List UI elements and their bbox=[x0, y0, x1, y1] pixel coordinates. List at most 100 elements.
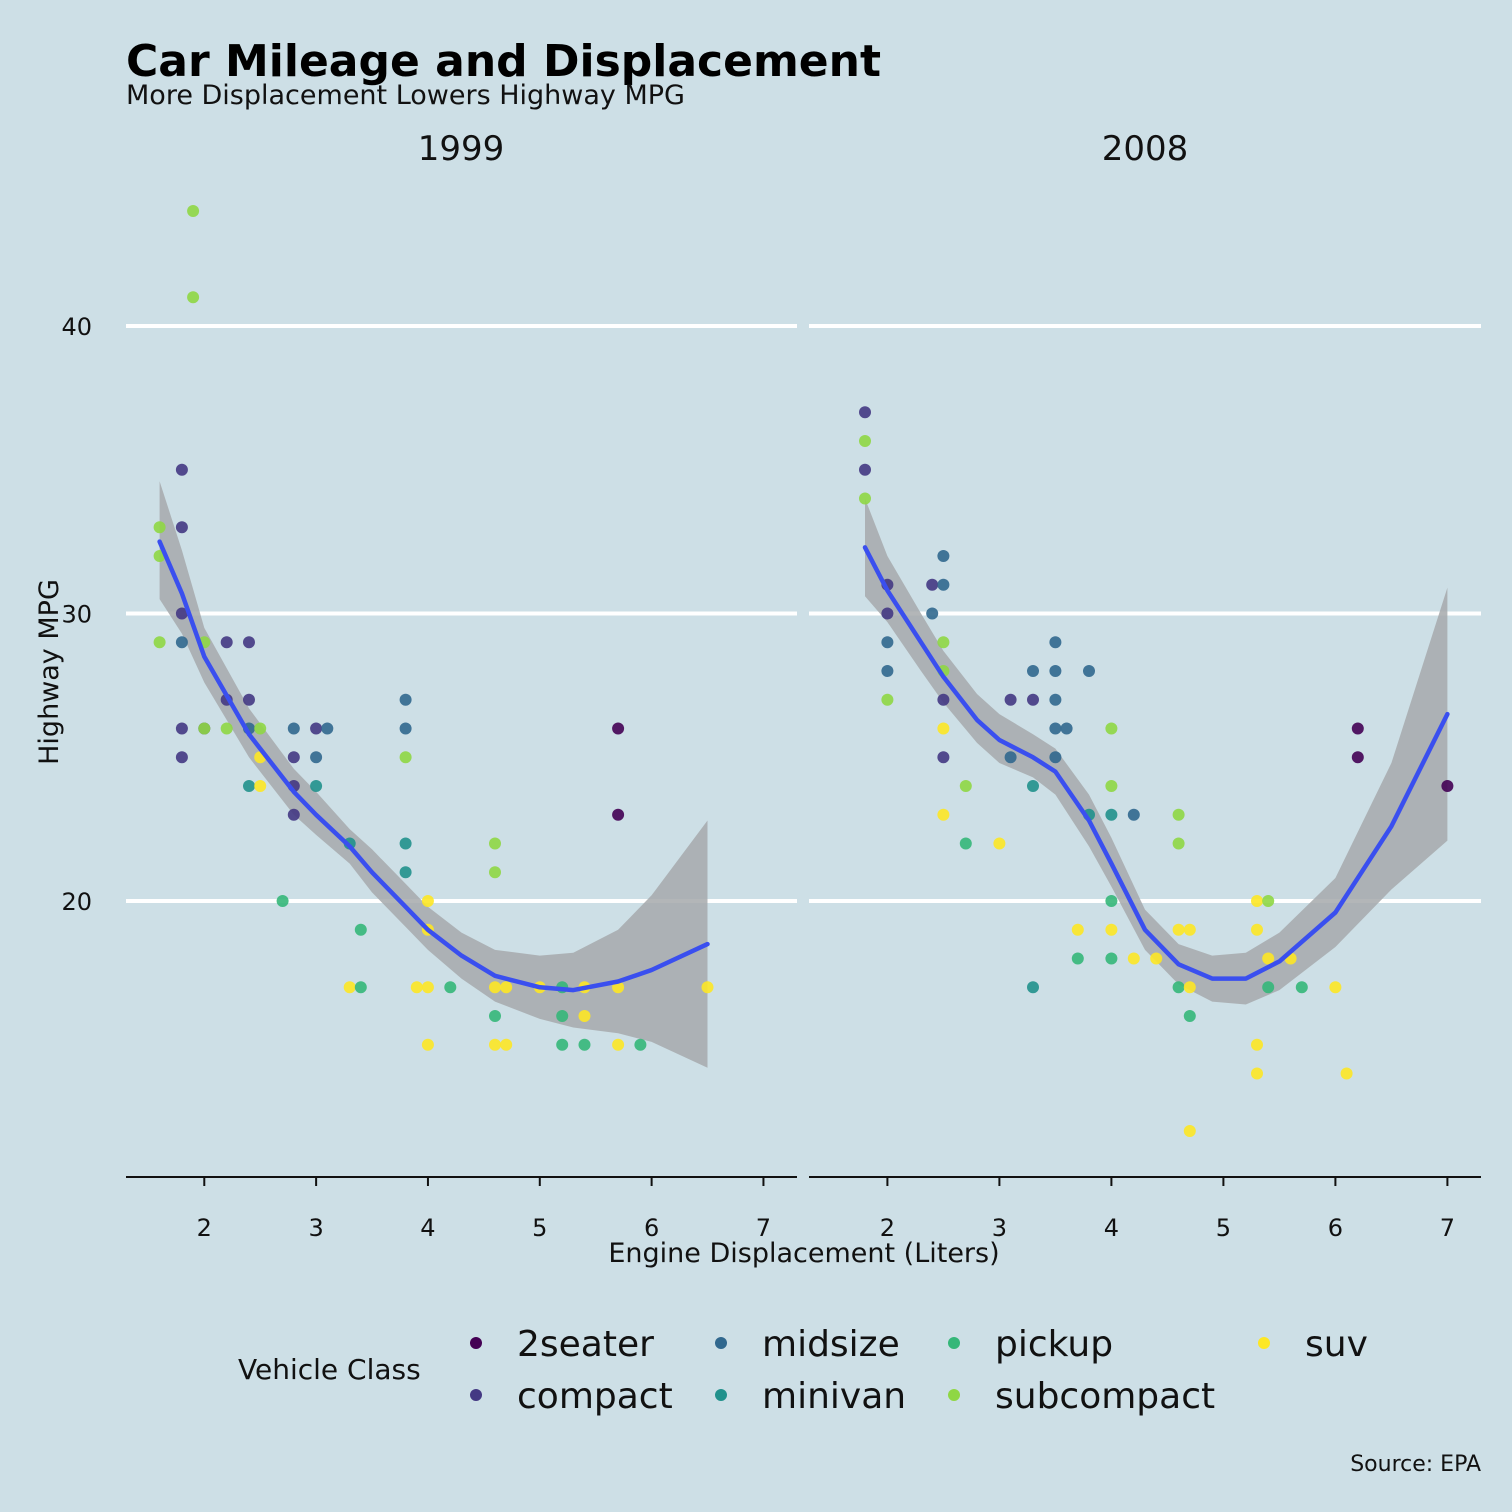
data-point-suv bbox=[937, 722, 950, 735]
data-point-suv bbox=[578, 1010, 591, 1022]
data-point-pickup bbox=[578, 1038, 591, 1051]
data-point-suv bbox=[993, 837, 1006, 850]
data-point-minivan bbox=[1027, 780, 1039, 792]
legend-swatch-minivan bbox=[715, 1389, 727, 1401]
data-point-subcompact bbox=[859, 492, 871, 505]
smooth-line-2008 bbox=[862, 545, 1450, 981]
data-point-subcompact bbox=[153, 636, 166, 649]
x-tick-label: 7 bbox=[756, 1214, 771, 1242]
data-point-midsize bbox=[881, 636, 894, 649]
data-point-suv bbox=[1183, 981, 1196, 994]
data-point-subcompact bbox=[1105, 722, 1118, 735]
data-point-midsize bbox=[937, 578, 950, 591]
chart-subtitle: More Displacement Lowers Highway MPG bbox=[126, 80, 685, 111]
x-tick-label: 4 bbox=[420, 1214, 435, 1242]
data-point-suv bbox=[254, 780, 267, 792]
data-point-pickup bbox=[1262, 981, 1275, 994]
data-point-suv bbox=[1150, 952, 1163, 965]
x-tick-label: 3 bbox=[308, 1214, 323, 1242]
data-point-suv bbox=[612, 1038, 625, 1051]
data-point-subcompact bbox=[959, 780, 972, 792]
data-point-midsize bbox=[1049, 693, 1062, 706]
data-point-midsize bbox=[321, 722, 334, 735]
data-point-midsize bbox=[175, 636, 188, 649]
data-point-compact bbox=[859, 463, 871, 476]
legend-swatch-subcompact bbox=[948, 1389, 960, 1401]
data-point-minivan bbox=[1105, 808, 1118, 821]
data-point-pickup bbox=[1071, 952, 1084, 965]
legend-label-compact: compact bbox=[517, 1376, 673, 1417]
data-point-midsize bbox=[1083, 665, 1095, 677]
data-point-midsize bbox=[1049, 722, 1062, 735]
data-point-compact bbox=[859, 406, 871, 419]
x-axis-2008: 2 3 4 5 6 7 bbox=[809, 1176, 1481, 1242]
x-tick-label: 5 bbox=[532, 1214, 547, 1242]
x-tick-label: 2 bbox=[197, 1214, 212, 1242]
x-axis-label: Engine Displacement (Liters) bbox=[608, 1238, 999, 1269]
data-point-suv bbox=[410, 981, 423, 994]
data-point-subcompact bbox=[1172, 837, 1185, 850]
data-point-subcompact bbox=[1105, 780, 1118, 792]
data-point-2seater bbox=[1351, 751, 1364, 764]
legend-label-subcompact: subcompact bbox=[995, 1376, 1215, 1417]
data-point-minivan bbox=[1027, 981, 1039, 994]
y-tick-label: 20 bbox=[61, 888, 92, 916]
x-tick-label: 4 bbox=[1104, 1214, 1119, 1242]
data-point-compact bbox=[926, 578, 939, 591]
legend-label-pickup: pickup bbox=[995, 1324, 1113, 1365]
data-point-compact bbox=[243, 693, 255, 706]
data-point-midsize bbox=[1049, 751, 1062, 764]
data-point-suv bbox=[500, 981, 513, 994]
data-point-subcompact bbox=[399, 751, 412, 764]
data-point-subcompact bbox=[489, 837, 501, 850]
data-point-compact bbox=[175, 463, 188, 476]
legend-label-2seater: 2seater bbox=[517, 1324, 654, 1365]
data-point-subcompact bbox=[937, 636, 950, 649]
x-tick-label: 6 bbox=[1328, 1214, 1343, 1242]
data-point-suv bbox=[1251, 1067, 1263, 1080]
y-tick-label: 30 bbox=[61, 601, 92, 629]
data-point-suv bbox=[1262, 952, 1275, 965]
confidence-ribbon-1999 bbox=[159, 481, 708, 1068]
data-point-midsize bbox=[1127, 808, 1140, 821]
data-point-pickup bbox=[1105, 895, 1118, 907]
legend-label-minivan: minivan bbox=[762, 1376, 906, 1417]
data-point-compact bbox=[1004, 693, 1017, 706]
data-point-suv bbox=[343, 981, 356, 994]
data-point-suv bbox=[1251, 895, 1263, 907]
x-axis-1999: 2 3 4 5 6 7 bbox=[126, 1176, 797, 1242]
data-point-suv bbox=[1071, 923, 1084, 936]
data-point-compact bbox=[220, 636, 233, 649]
data-point-midsize bbox=[881, 665, 894, 677]
data-point-midsize bbox=[399, 722, 412, 735]
data-point-suv bbox=[500, 1038, 513, 1051]
legend: Vehicle Class 2seater compact midsize miniv… bbox=[238, 1324, 1368, 1417]
data-point-suv bbox=[937, 808, 950, 821]
legend-title: Vehicle Class bbox=[238, 1353, 421, 1386]
legend-swatch-2seater bbox=[470, 1337, 482, 1349]
data-point-subcompact bbox=[254, 722, 267, 735]
data-point-2seater bbox=[1351, 722, 1364, 735]
data-point-suv bbox=[701, 981, 714, 994]
data-point-subcompact bbox=[859, 435, 871, 447]
smooth-curve bbox=[157, 539, 710, 993]
data-point-suv bbox=[421, 1038, 434, 1051]
data-point-midsize bbox=[1049, 665, 1062, 677]
smooth-line-1999 bbox=[157, 539, 710, 993]
data-point-compact bbox=[881, 607, 894, 620]
data-point-suv bbox=[1329, 981, 1342, 994]
x-tick-label: 2 bbox=[880, 1214, 895, 1242]
y-tick-label: 40 bbox=[61, 313, 92, 341]
x-tick-label: 3 bbox=[992, 1214, 1007, 1242]
data-point-subcompact bbox=[153, 521, 166, 534]
data-point-pickup bbox=[1295, 981, 1308, 994]
data-point-midsize bbox=[310, 751, 323, 764]
data-point-suv bbox=[1105, 923, 1118, 936]
data-point-midsize bbox=[926, 607, 939, 620]
data-point-2seater bbox=[612, 808, 625, 821]
data-point-pickup bbox=[276, 895, 289, 907]
data-point-suv bbox=[421, 981, 434, 994]
data-point-compact bbox=[310, 722, 323, 735]
facet-panel-2008: 2008 2 3 4 5 6 7 bbox=[809, 129, 1481, 1242]
